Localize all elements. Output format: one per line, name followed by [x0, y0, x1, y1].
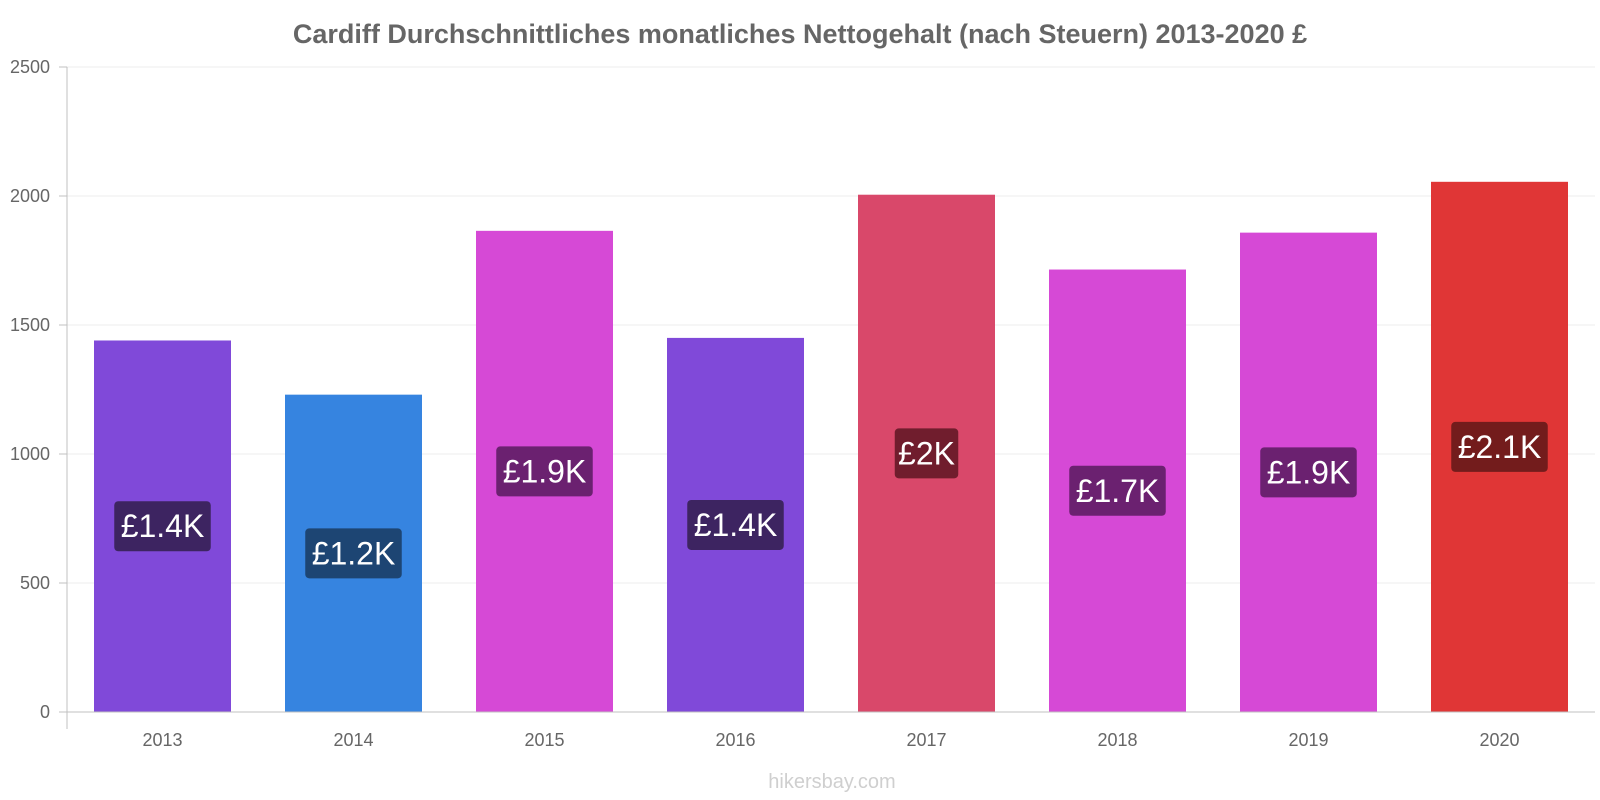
credit-text: hikersbay.com: [768, 771, 895, 793]
value-label-box: [305, 528, 402, 579]
y-tick-label: 2000: [10, 186, 50, 206]
y-tick-label: 0: [40, 702, 50, 722]
value-label: £1.2K: [312, 535, 396, 571]
axes: 0 500 1000 1500 2000 2500 2013 2014 2015 2016 2017…: [10, 57, 1595, 750]
y-tick-label: 2500: [10, 57, 50, 77]
x-tick-label: 2019: [1288, 730, 1328, 750]
value-label-box: [1260, 447, 1357, 498]
x-tick-label: 2017: [906, 730, 946, 750]
value-label: £1.7K: [1076, 473, 1160, 509]
value-label: £2K: [898, 435, 955, 471]
value-label: £1.4K: [694, 507, 778, 543]
x-tick-label: 2013: [142, 730, 182, 750]
x-tick-label: 2020: [1479, 730, 1519, 750]
x-tick-label: 2016: [715, 730, 755, 750]
value-label: £2.1K: [1458, 429, 1542, 465]
x-tick-label: 2014: [333, 730, 373, 750]
value-label-box: [894, 428, 959, 479]
value-label-box: [114, 501, 211, 552]
y-tick-label: 1000: [10, 444, 50, 464]
x-tick-label: 2018: [1097, 730, 1137, 750]
value-label-box: [687, 499, 784, 550]
value-label: £1.4K: [121, 508, 205, 544]
value-labels: £1.4K £1.2K £1.9K £1.4K £2K £1.7K £1.9K £2.1K: [114, 421, 1548, 579]
y-tick-label: 1500: [10, 315, 50, 335]
y-tick-label: 500: [20, 573, 50, 593]
chart-title: Cardiff Durchschnittliches monatliches N…: [293, 19, 1307, 49]
value-label: £1.9K: [503, 453, 587, 489]
value-label: £1.9K: [1267, 454, 1351, 490]
value-label-box: [496, 446, 593, 497]
value-label-box: [1069, 465, 1166, 516]
x-tick-label: 2015: [524, 730, 564, 750]
value-label-box: [1451, 421, 1548, 472]
bars: [94, 181, 1568, 713]
